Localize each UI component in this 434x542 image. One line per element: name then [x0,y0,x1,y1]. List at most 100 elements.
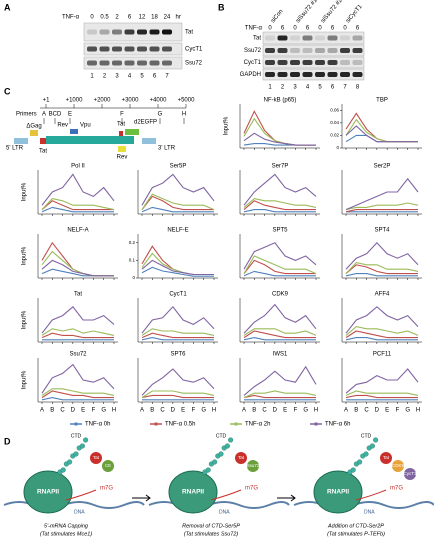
dna [148,501,290,509]
series-line [243,328,317,336]
time-label: 0.5 [100,15,109,21]
band [99,29,110,35]
rnapii-label: RNAPII [182,489,204,496]
ctd-bead [67,459,73,465]
band [265,60,275,65]
lane-number: 1 [90,74,94,80]
band [112,29,122,35]
ctd-bead [60,467,66,473]
series-line [141,390,215,399]
series-line [243,110,316,146]
ctd-bead [350,467,356,473]
condition-label: siSsu72 #2 [320,0,344,24]
chart-title: Ser5P [170,164,187,170]
band [290,35,300,41]
legend-label: TNF-α 2h [245,422,270,428]
blot [262,56,365,69]
x-tick-label: C [364,408,369,414]
ltr [14,138,28,144]
series-line [345,306,419,334]
chart-title: TBP [376,98,388,104]
band [149,29,160,35]
lane-number: 7 [165,74,169,80]
dna-label: DNA [74,509,85,515]
lane-number: 2 [281,85,285,91]
band [277,60,288,65]
dna-label: DNA [219,509,230,515]
gag [30,130,38,136]
factor [404,468,416,480]
chart-title: Ssu72 [69,352,87,358]
series-line [345,261,419,274]
step-title: Addition of CTD-Ser2P [327,523,384,529]
band [265,35,275,41]
lane-number: 2 [103,74,107,80]
chart-title: AFF4 [375,292,390,298]
egfp [125,129,139,135]
band [315,35,325,41]
primers-label: Primers [16,112,37,118]
time-label: 0 [268,26,272,32]
series-line [345,209,418,213]
chart-title: Ser7P [272,164,289,170]
condition-label: siCon [270,9,284,25]
band [87,29,97,35]
series-line [345,112,418,143]
primer-label: BCD [49,112,62,118]
y-tick-label: 0.02 [330,133,339,138]
panel-letter: A [4,2,11,12]
feature-label: d2EGFP [134,120,157,126]
x-tick-label: D [171,408,176,414]
rnapii [313,470,363,514]
ctd-bead [224,443,230,449]
series-line [141,328,215,336]
band [290,48,300,53]
series-line [141,332,214,339]
x-tick-label: D [375,408,380,414]
rnapii-label: RNAPII [327,489,349,496]
time-label: 0 [90,15,94,21]
x-tick-label: H [212,408,216,414]
series-line [345,202,419,211]
factor-label: Tat [93,455,100,460]
series-line [41,259,114,277]
x-tick-label: B [50,408,54,414]
series-line [345,368,419,394]
series-line [243,365,317,396]
legend-label: TNF-α 0h [85,422,110,428]
factor-label: Tat [238,455,245,460]
y-axis-label: Input% [22,182,28,201]
arrow [277,494,296,502]
feature-label: Tat [117,122,125,128]
series-line [41,332,114,339]
panel-letter: B [218,2,225,12]
series-line [345,241,419,270]
lane-number: 1 [268,85,272,91]
band [290,60,300,65]
lane-number: 3 [115,74,119,80]
y-axis-label: Input% [22,246,28,265]
x-tick-label: C [160,408,165,414]
band [137,60,147,66]
lane-number: 5 [318,85,322,91]
x-tick-label: G [405,408,410,414]
band [162,46,172,52]
band [124,29,135,35]
band [302,60,313,65]
blot [262,31,365,45]
lane-number: 5 [140,74,144,80]
factor-label: CycT1 [403,471,416,476]
series-line [243,132,316,146]
x-tick-label: H [112,408,116,414]
row-label: Ssu72 [244,48,262,54]
x-tick-label: H [314,408,318,414]
x-tick-label: A [344,408,348,414]
factor-label: CDK9 [392,463,405,468]
rnapii [23,470,73,514]
ctd-label: CTD [361,433,372,439]
x-tick-label: D [71,408,76,414]
series-line [243,198,317,208]
lane-number: 4 [306,85,310,91]
position-label: +1000 [66,98,84,104]
